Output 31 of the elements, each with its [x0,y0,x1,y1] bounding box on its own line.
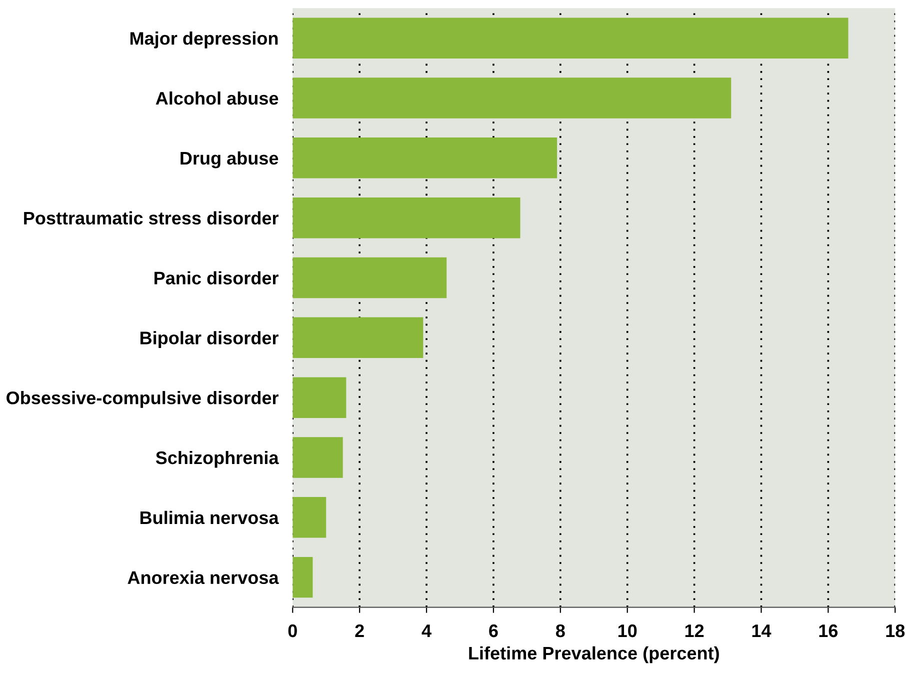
x-tick-label: 0 [288,624,297,638]
y-tick-label: Obsessive-compulsive disorder [6,391,278,408]
bar [292,18,848,58]
bar [292,556,313,598]
y-tick-label: Posttraumatic stress disorder [24,211,278,225]
y-tick-label: Bulimia nervosa [140,510,279,524]
bar [292,317,424,358]
x-tick-label: 8 [556,624,565,638]
bar [292,138,558,178]
bar [292,257,447,298]
bar [292,377,346,418]
x-tick-label: 16 [819,624,838,638]
x-tick-label: 10 [618,624,637,638]
x-tick-label: 2 [355,624,364,638]
y-tick-label: Panic disorder [154,271,278,284]
y-tick-label: Bipolar disorder [140,331,278,348]
bar [292,78,732,118]
bar [292,437,343,478]
x-tick-label: 14 [752,624,772,638]
bar [292,497,326,538]
x-axis-title: Lifetime Prevalence (percent) [469,646,719,664]
bar [292,197,520,238]
y-tick-label: Schizophrenia [156,450,279,468]
y-tick-label: Major depression [130,32,278,48]
x-tick-label: 6 [489,624,498,638]
x-tick-label: 12 [685,624,704,638]
y-tick-label: Anorexia nervosa [128,570,279,584]
y-tick-label: Alcohol abuse [156,91,278,105]
x-tick-label: 4 [422,624,432,638]
y-tick-label: Drug abuse [180,151,278,168]
x-tick-label: 18 [886,624,905,638]
